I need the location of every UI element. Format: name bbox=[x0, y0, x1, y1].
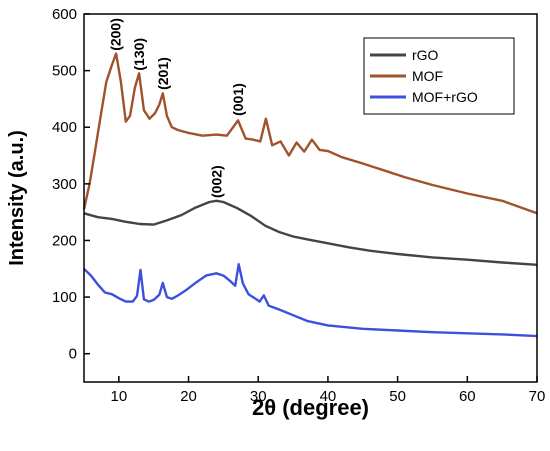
legend-label: MOF bbox=[412, 68, 443, 84]
peak-annotation: (200) bbox=[107, 18, 123, 51]
series-line-mof bbox=[82, 52, 538, 215]
x-tick-label: 70 bbox=[529, 388, 546, 405]
peak-annotation: (130) bbox=[131, 38, 147, 71]
legend-label: MOF+rGO bbox=[412, 89, 478, 105]
x-tick-label: 20 bbox=[180, 388, 197, 405]
x-axis-title: 2θ (degree) bbox=[252, 395, 369, 420]
series-line-mof-rgo bbox=[83, 263, 538, 338]
x-tick-label: 60 bbox=[459, 388, 476, 405]
x-axis: 10 20 30 40 50 60 70 bbox=[111, 376, 546, 405]
legend: rGO MOF MOF+rGO bbox=[363, 37, 515, 115]
x-tick-label: 30 bbox=[250, 388, 267, 405]
y-tick-label: 400 bbox=[52, 119, 77, 136]
y-tick-label: 600 bbox=[52, 6, 77, 23]
x-tick-label: 10 bbox=[111, 388, 128, 405]
series-line-rgo bbox=[83, 199, 538, 266]
x-tick-label: 40 bbox=[320, 388, 337, 405]
peak-annotation: (201) bbox=[155, 57, 171, 90]
x-tick-label: 50 bbox=[389, 388, 406, 405]
y-tick-label: 0 bbox=[69, 346, 77, 363]
peak-annotations: (200) (130) (201) (002) (001) bbox=[107, 18, 246, 198]
peak-annotation: (001) bbox=[230, 83, 246, 116]
y-tick-label: 500 bbox=[52, 63, 77, 80]
legend-label: rGO bbox=[412, 47, 439, 63]
y-tick-label: 100 bbox=[52, 289, 77, 306]
y-tick-label: 200 bbox=[52, 232, 77, 249]
peak-annotation: (002) bbox=[208, 165, 224, 198]
plot-area bbox=[82, 13, 538, 383]
y-axis-title: Intensity (a.u.) bbox=[6, 130, 28, 266]
y-axis: 0 100 200 300 400 500 600 bbox=[52, 6, 90, 363]
y-tick-label: 300 bbox=[52, 176, 77, 193]
plot-frame bbox=[83, 13, 538, 383]
